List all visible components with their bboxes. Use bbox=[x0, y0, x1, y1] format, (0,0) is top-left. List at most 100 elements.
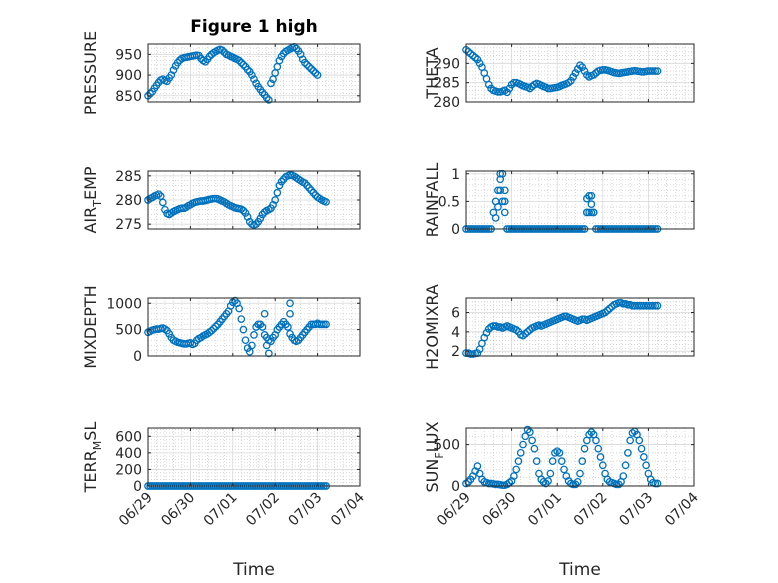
data-point bbox=[521, 432, 530, 441]
data-point bbox=[305, 62, 313, 71]
data-point bbox=[498, 481, 507, 490]
data-point bbox=[207, 326, 216, 335]
axes-background bbox=[466, 171, 694, 229]
subplot-8: 0 500 06/29 06/30 07/01 07/02 07/03 07/04 SUNFLU… bbox=[423, 421, 702, 580]
data-point bbox=[651, 301, 660, 310]
data-point bbox=[484, 80, 493, 89]
data-point bbox=[218, 46, 227, 55]
data-point bbox=[569, 73, 578, 81]
figure-title: Figure 1 high bbox=[190, 17, 318, 37]
data-point bbox=[260, 309, 269, 318]
data-point bbox=[589, 208, 598, 217]
data-point bbox=[239, 325, 248, 334]
data-point bbox=[262, 341, 271, 350]
data-point bbox=[589, 71, 598, 79]
data-point bbox=[544, 477, 552, 485]
data-point bbox=[505, 84, 514, 93]
data-point bbox=[576, 469, 584, 478]
data-point bbox=[639, 453, 648, 461]
y-tick-label: 280 bbox=[115, 193, 142, 209]
data-point bbox=[512, 326, 521, 334]
y-tick-label: 950 bbox=[115, 47, 142, 63]
data-point bbox=[530, 444, 539, 453]
subplot-3: 275 280 285 AIRTEMP bbox=[81, 166, 361, 234]
y-tick-label: 2 bbox=[451, 344, 460, 360]
axes-frame bbox=[147, 43, 361, 103]
data-point bbox=[571, 69, 580, 77]
data-point bbox=[248, 341, 256, 350]
y-tick-label: 500 bbox=[433, 438, 460, 454]
x-tick-label: 07/02 bbox=[571, 490, 611, 530]
y-axis-label: MIXDEPTH bbox=[81, 285, 100, 368]
data-point bbox=[626, 436, 635, 445]
axes-background bbox=[148, 428, 360, 486]
y-tick-label: 275 bbox=[115, 217, 142, 233]
x-tick-label: 07/02 bbox=[243, 490, 283, 530]
data-point bbox=[243, 65, 252, 74]
data-point bbox=[301, 58, 309, 67]
y-tick-label: 0.5 bbox=[438, 194, 460, 210]
y-tick-label: 285 bbox=[115, 169, 142, 185]
x-axis-label: Time bbox=[232, 560, 275, 580]
data-point bbox=[154, 190, 163, 199]
data-point bbox=[649, 67, 657, 75]
subplot-1: 850 900 950 PRESSURE Figure 1 high bbox=[81, 17, 361, 115]
y-axis-label: H2OMIXRA bbox=[423, 284, 442, 370]
data-point bbox=[262, 94, 271, 102]
y-axis-label: RAINFALL bbox=[423, 163, 442, 238]
x-tick-label: 06/30 bbox=[158, 490, 198, 530]
data-point bbox=[532, 457, 541, 465]
data-point bbox=[512, 465, 521, 474]
data-point bbox=[239, 60, 248, 69]
data-point bbox=[494, 88, 502, 96]
data-point bbox=[475, 59, 484, 68]
data-point bbox=[500, 186, 509, 195]
y-tick-label: 1 bbox=[451, 167, 460, 183]
data-point bbox=[241, 209, 250, 217]
data-point bbox=[235, 304, 244, 313]
y-axis-label: PRESSURE bbox=[81, 31, 100, 115]
data-point bbox=[267, 79, 275, 88]
subplot-5: 0 500 1000 MIXDEPTH bbox=[81, 285, 361, 369]
y-tick-label: 280 bbox=[433, 95, 460, 111]
data-point bbox=[248, 71, 256, 79]
data-point bbox=[624, 449, 632, 457]
y-tick-label: 0 bbox=[451, 479, 460, 495]
data-point bbox=[560, 312, 568, 321]
data-point bbox=[619, 472, 628, 480]
data-point bbox=[528, 436, 536, 445]
data-point bbox=[598, 461, 607, 470]
data-point bbox=[525, 428, 534, 436]
data-point bbox=[649, 301, 657, 310]
data-point bbox=[653, 479, 662, 488]
data-point bbox=[269, 200, 277, 209]
data-point bbox=[161, 205, 169, 214]
data-point bbox=[464, 47, 473, 56]
y-axis-label: AIRTEMP bbox=[81, 166, 104, 233]
data-point bbox=[557, 457, 566, 465]
data-point bbox=[496, 186, 505, 195]
axes-frame bbox=[147, 297, 361, 357]
y-tick-label: 0 bbox=[133, 349, 142, 365]
y-tick-label: 4 bbox=[451, 325, 460, 341]
data-point bbox=[578, 457, 587, 465]
axes-frame bbox=[147, 427, 361, 487]
data-point bbox=[642, 461, 650, 470]
y-tick-label: 1000 bbox=[106, 296, 142, 312]
data-point bbox=[211, 322, 220, 331]
data-point bbox=[146, 89, 154, 98]
data-point bbox=[482, 328, 491, 337]
axes-background bbox=[466, 298, 694, 356]
data-point bbox=[519, 331, 527, 340]
subplot-4: 0 0.5 1 RAINFALL bbox=[423, 163, 695, 238]
data-point bbox=[243, 213, 252, 221]
data-point bbox=[303, 60, 311, 69]
data-point bbox=[494, 203, 502, 211]
y-tick-label: 900 bbox=[115, 68, 142, 84]
data-point bbox=[309, 67, 318, 75]
data-point bbox=[491, 214, 500, 222]
data-point bbox=[592, 436, 600, 445]
data-point bbox=[521, 329, 530, 338]
data-point bbox=[237, 58, 246, 67]
